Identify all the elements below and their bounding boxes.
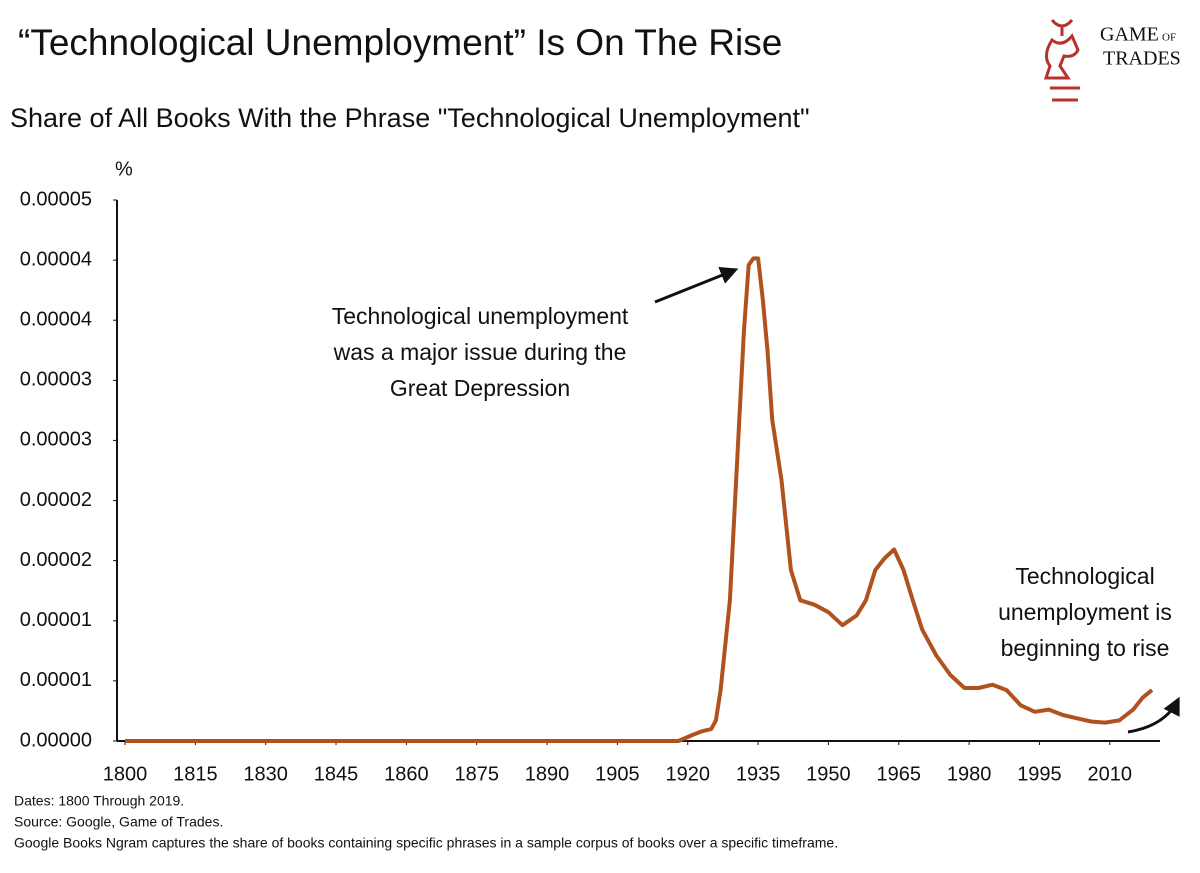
annotation: beginning to rise — [1001, 635, 1170, 661]
y-tick-label: 0.00001 — [20, 609, 92, 631]
logo-text: OF — [1162, 32, 1176, 44]
x-tick-label: 1830 — [243, 763, 288, 785]
x-tick-label: 1950 — [806, 763, 851, 785]
y-tick-label: 0.00004 — [20, 308, 92, 330]
chart-title: “Technological Unemployment” Is On The R… — [18, 22, 782, 63]
x-tick-label: 1815 — [173, 763, 218, 785]
chart-subtitle: Share of All Books With the Phrase "Tech… — [10, 103, 810, 133]
y-tick-label: 0.00000 — [20, 729, 92, 751]
x-tick-label: 1980 — [947, 763, 992, 785]
x-tick-label: 1860 — [384, 763, 429, 785]
annotation: Great Depression — [390, 375, 570, 401]
x-tick-label: 1800 — [103, 763, 148, 785]
x-tick-label: 1935 — [736, 763, 781, 785]
x-tick-label: 2010 — [1088, 763, 1133, 785]
annotation-arrow — [654, 266, 739, 304]
y-axis-label: % — [115, 158, 133, 180]
data-line — [125, 256, 1154, 743]
y-tick-label: 0.00003 — [20, 369, 92, 391]
x-tick-label: 1965 — [877, 763, 922, 785]
annotation: unemployment is — [998, 599, 1172, 625]
y-tick-label: 0.00005 — [20, 188, 92, 210]
x-tick-label: 1845 — [314, 763, 359, 785]
y-tick-label: 0.00003 — [20, 429, 92, 451]
annotation-arrow — [1127, 696, 1180, 734]
footnote: Dates: 1800 Through 2019. — [14, 793, 184, 809]
y-tick-label: 0.00002 — [20, 489, 92, 511]
x-tick-label: 1905 — [595, 763, 640, 785]
x-tick-label: 1875 — [454, 763, 499, 785]
y-tick-label: 0.00002 — [20, 549, 92, 571]
x-tick-label: 1920 — [665, 763, 710, 785]
y-tick-label: 0.00004 — [20, 248, 92, 270]
x-tick-label: 1995 — [1017, 763, 1062, 785]
footnote: Google Books Ngram captures the share of… — [14, 835, 838, 851]
logo-text: GAME — [1100, 24, 1159, 46]
logo-icon — [1043, 18, 1080, 102]
y-tick-label: 0.00001 — [20, 669, 92, 691]
annotation: Technological — [1015, 563, 1154, 589]
logo-text: TRADES — [1103, 48, 1181, 70]
footnote: Source: Google, Game of Trades. — [14, 814, 223, 830]
annotation: was a major issue during the — [333, 339, 627, 365]
annotation: Technological unemployment — [332, 303, 629, 329]
x-tick-label: 1890 — [525, 763, 570, 785]
